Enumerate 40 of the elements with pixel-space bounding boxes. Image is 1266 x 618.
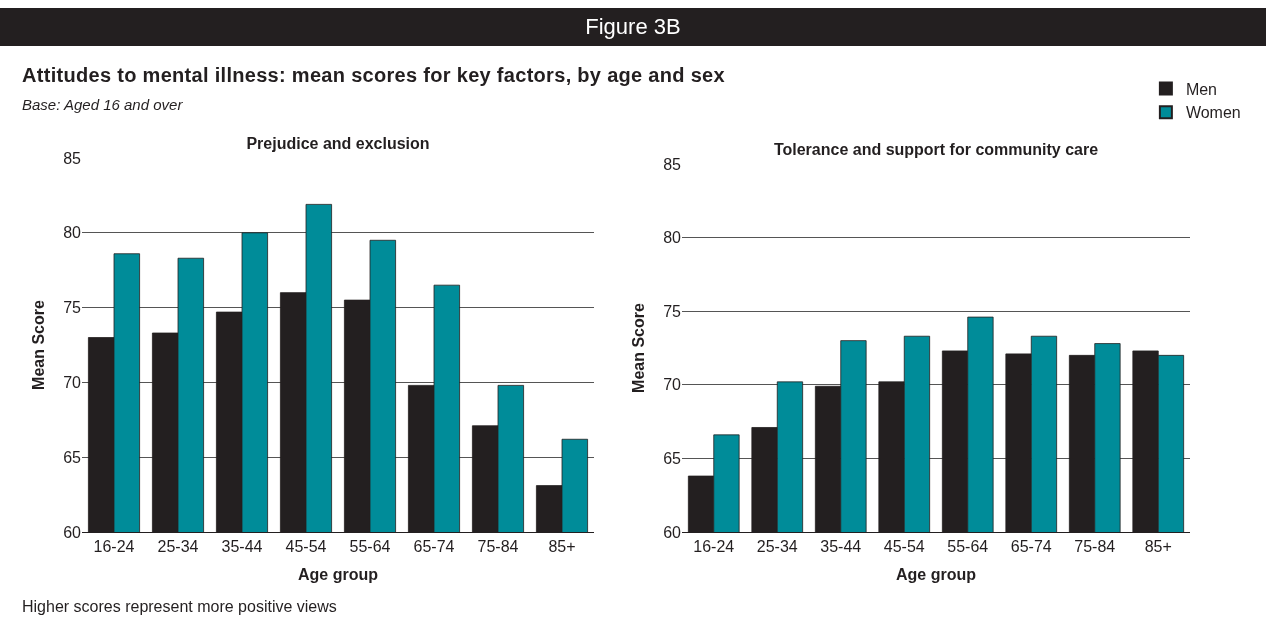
y-tick-label: 80 [63, 224, 82, 242]
y-axis-title: Mean Score [630, 302, 648, 393]
x-tick-label: 45-54 [883, 538, 925, 556]
x-tick-label: 85+ [548, 538, 576, 556]
y-tick-label: 80 [663, 229, 682, 247]
x-tick-label: 25-34 [157, 538, 199, 556]
legend-label: Men [1185, 80, 1218, 98]
x-tick-label: 65-74 [1010, 538, 1052, 556]
y-tick-label: 85 [663, 155, 682, 173]
y-tick-label: 75 [663, 302, 682, 320]
y-tick-label: 60 [663, 523, 682, 541]
y-tick-label: 65 [663, 450, 682, 467]
x-tick-label: 45-54 [285, 538, 327, 556]
y-tick-label: 60 [63, 523, 82, 541]
text: Base: Aged 16 and over [22, 96, 183, 113]
text: Higher scores represent more positive views [22, 598, 337, 616]
x-tick-label: 55-64 [947, 538, 989, 556]
y-tick-label: 65 [63, 448, 82, 466]
chart-title: Prejudice and exclusion [246, 135, 430, 152]
y-tick-label: 70 [663, 376, 682, 394]
x-axis-title: Age group [298, 565, 379, 583]
x-tick-label: 35-44 [221, 538, 263, 556]
x-tick-label: 75-84 [1074, 538, 1116, 556]
legend-label: Women [1185, 104, 1241, 122]
x-tick-label: 75-84 [477, 538, 519, 556]
x-tick-label: 35-44 [820, 538, 862, 556]
x-tick-label: 16-24 [93, 538, 135, 556]
y-tick-label: 85 [63, 149, 82, 167]
text: Figure 3B [0, 8, 1266, 46]
y-tick-label: 75 [63, 299, 82, 317]
x-tick-label: 55-64 [349, 538, 391, 556]
y-tick-label: 70 [63, 374, 82, 391]
x-tick-label: 16-24 [693, 538, 735, 556]
x-tick-label: 85+ [1144, 538, 1172, 556]
x-tick-label: 65-74 [413, 538, 455, 556]
y-axis-title: Mean Score [30, 299, 48, 390]
x-tick-label: 25-34 [756, 538, 798, 556]
text: Attitudes to mental illness: mean scores for key factors, by age and sex [22, 64, 725, 87]
x-axis-title: Age group [896, 565, 977, 583]
chart-title: Tolerance and support for community care [773, 141, 1099, 158]
